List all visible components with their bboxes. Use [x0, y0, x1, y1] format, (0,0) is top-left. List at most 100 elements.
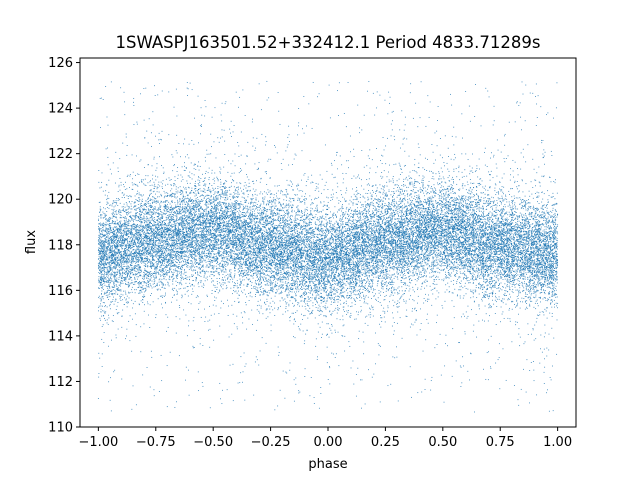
data-point	[208, 228, 210, 230]
data-point	[532, 158, 534, 160]
data-point	[98, 249, 99, 251]
data-point	[381, 216, 383, 218]
data-point	[248, 254, 249, 256]
data-point	[110, 410, 112, 412]
data-point	[347, 262, 349, 264]
data-point	[322, 257, 324, 258]
data-point	[123, 228, 125, 230]
data-point	[537, 265, 539, 267]
data-point	[233, 196, 235, 198]
data-point	[393, 212, 395, 213]
data-point	[402, 268, 404, 270]
data-point	[481, 236, 482, 238]
data-point	[522, 223, 524, 225]
data-point	[432, 204, 434, 206]
data-point	[104, 293, 106, 295]
data-point	[282, 233, 284, 235]
data-point	[325, 302, 327, 304]
data-point	[118, 252, 120, 254]
data-point	[199, 220, 201, 222]
data-point	[551, 267, 553, 269]
data-point	[488, 293, 490, 295]
data-point	[159, 275, 161, 277]
data-point	[313, 269, 314, 271]
data-point	[431, 228, 433, 230]
data-point	[425, 252, 426, 254]
data-point	[129, 242, 131, 244]
data-point	[289, 243, 291, 245]
data-point	[246, 262, 247, 264]
data-point	[315, 248, 317, 250]
data-point	[234, 237, 236, 239]
data-point	[363, 251, 365, 253]
data-point	[462, 219, 464, 221]
data-point	[122, 257, 124, 259]
data-point	[282, 216, 284, 218]
data-point	[343, 212, 344, 214]
data-point	[199, 226, 201, 228]
data-point	[384, 259, 386, 261]
data-point	[351, 248, 353, 250]
data-point	[195, 223, 197, 225]
data-point	[302, 260, 304, 262]
data-point	[275, 233, 277, 235]
data-point	[493, 247, 495, 249]
data-point	[326, 222, 328, 224]
data-point	[391, 251, 393, 253]
data-point	[284, 224, 286, 226]
data-point	[424, 244, 426, 246]
data-point	[256, 169, 258, 170]
data-point	[449, 250, 451, 252]
data-point	[487, 265, 488, 267]
data-point	[469, 273, 471, 275]
data-point	[380, 250, 382, 252]
data-point	[556, 239, 557, 241]
data-point	[399, 147, 401, 149]
data-point	[465, 253, 467, 254]
data-point	[497, 278, 499, 280]
data-point	[360, 207, 362, 208]
data-point	[438, 227, 440, 229]
data-point	[162, 249, 164, 251]
data-point	[255, 271, 257, 273]
data-point	[160, 249, 162, 251]
data-point	[458, 208, 460, 210]
data-point	[157, 94, 159, 96]
data-point	[449, 266, 451, 268]
data-point	[478, 243, 479, 245]
data-point	[299, 329, 301, 331]
data-point	[183, 273, 185, 275]
data-point	[422, 239, 424, 241]
data-point	[219, 223, 220, 225]
data-point	[393, 210, 395, 212]
data-point	[134, 254, 136, 256]
data-point	[124, 211, 126, 212]
data-point	[246, 254, 248, 256]
data-point	[219, 201, 221, 203]
data-point	[208, 167, 210, 169]
data-point	[372, 242, 374, 244]
data-point	[191, 178, 193, 180]
data-point	[460, 263, 462, 265]
data-point	[453, 182, 455, 184]
data-point	[331, 352, 333, 354]
data-point	[441, 269, 443, 271]
data-point	[367, 324, 369, 326]
data-point	[358, 252, 360, 254]
data-point	[240, 237, 242, 239]
data-point	[320, 255, 322, 257]
data-point	[113, 271, 115, 273]
data-point	[310, 377, 312, 378]
data-point	[387, 231, 389, 233]
data-point	[192, 217, 194, 219]
data-point	[438, 195, 440, 197]
data-point	[280, 225, 282, 226]
data-point	[351, 305, 353, 307]
data-point	[174, 269, 176, 271]
data-point	[473, 271, 475, 273]
data-point	[337, 222, 339, 224]
data-point	[475, 262, 477, 264]
data-point	[244, 224, 246, 226]
data-point	[322, 242, 324, 244]
data-point	[464, 273, 466, 275]
